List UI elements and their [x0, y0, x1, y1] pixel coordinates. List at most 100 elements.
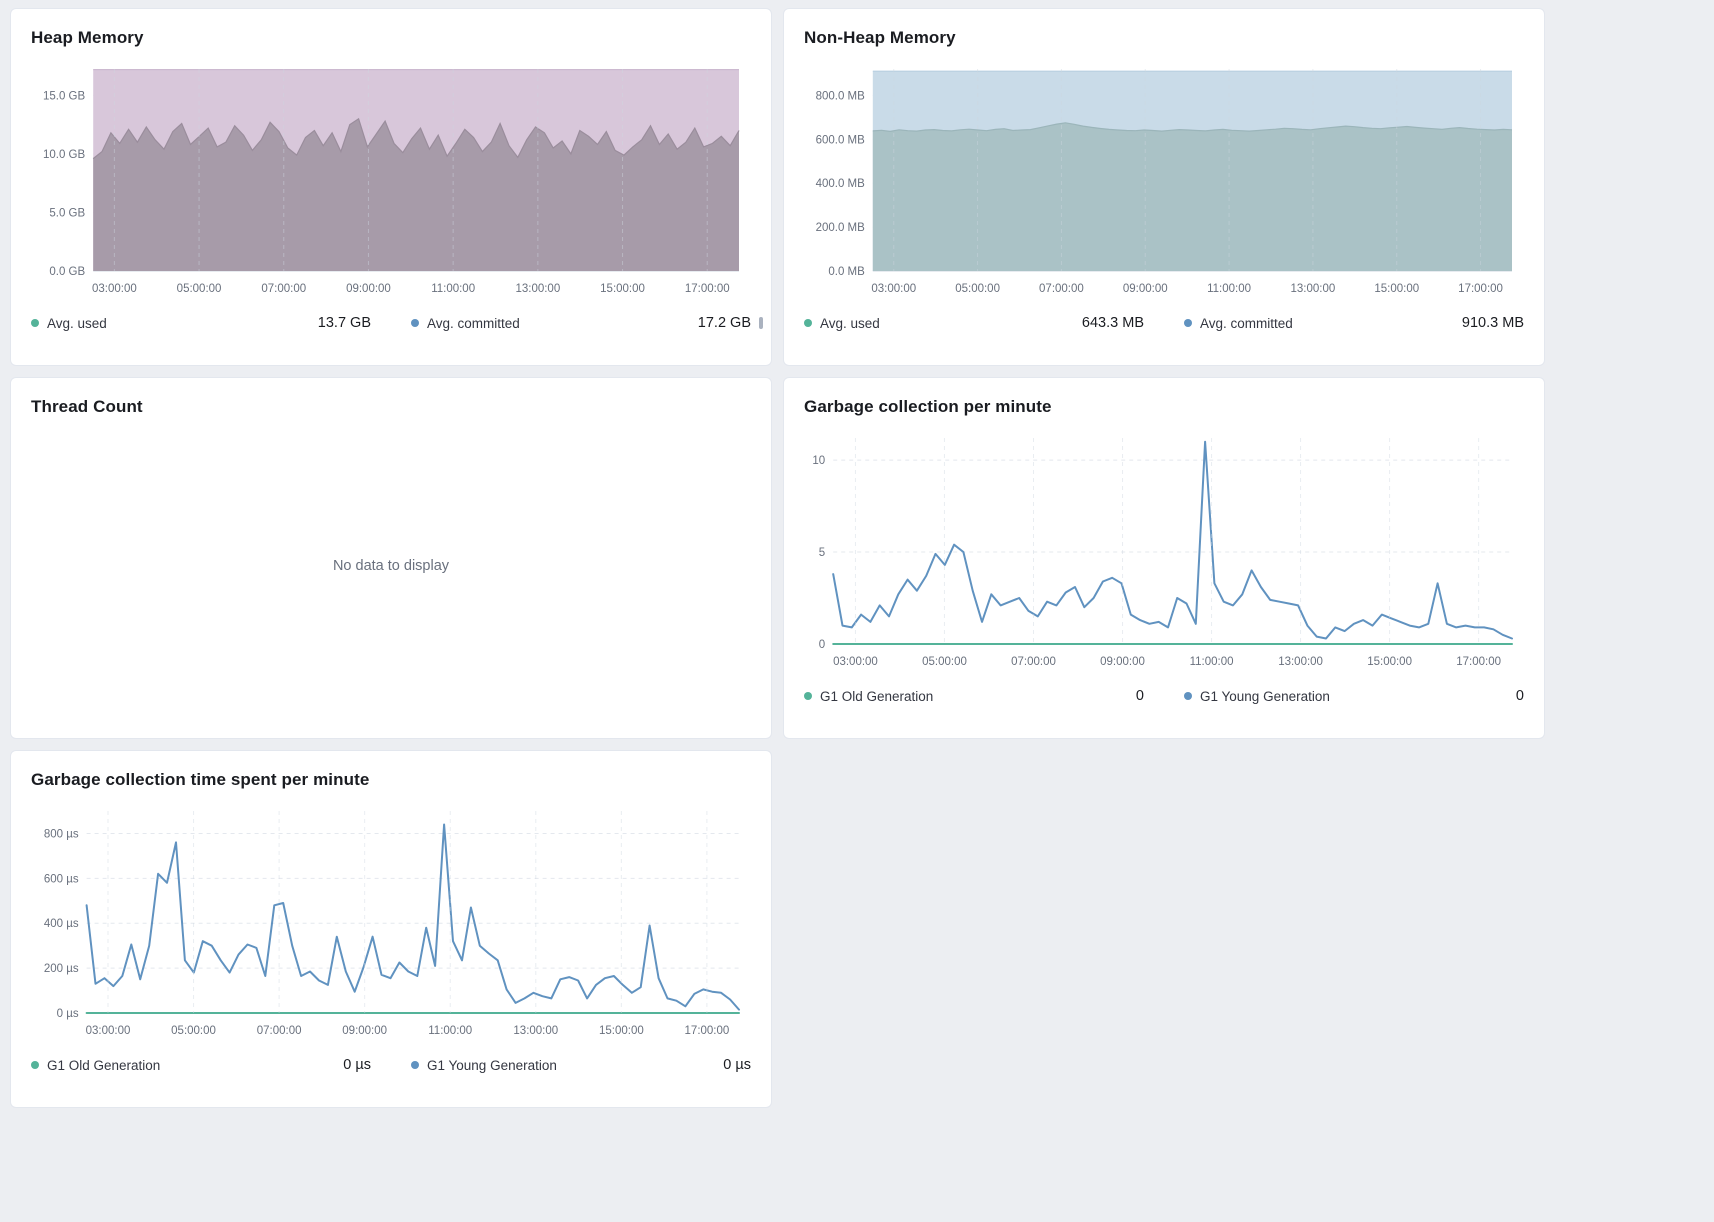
- svg-text:13:00:00: 13:00:00: [1291, 283, 1336, 295]
- svg-text:15:00:00: 15:00:00: [599, 1025, 644, 1037]
- panel-non-heap-memory: Non-Heap Memory 0.0 MB 200.0 MB 400.0 MB 60…: [783, 8, 1545, 366]
- legend-label: Avg. committed: [427, 315, 520, 331]
- svg-text:600 µs: 600 µs: [44, 873, 79, 885]
- legend-item-g1-young[interactable]: G1 Young Generation 0 µs: [411, 1057, 751, 1073]
- legend-value: 17.2 GB: [697, 315, 751, 331]
- legend-item-g1-old[interactable]: G1 Old Generation 0 µs: [31, 1057, 411, 1073]
- legend-value: 643.3 MB: [1081, 315, 1144, 331]
- legend-item-avg-committed[interactable]: Avg. committed 910.3 MB: [1184, 315, 1524, 331]
- svg-text:10: 10: [812, 455, 825, 467]
- svg-text:09:00:00: 09:00:00: [1123, 283, 1168, 295]
- legend-value: 0: [1515, 688, 1524, 704]
- svg-text:13:00:00: 13:00:00: [515, 283, 560, 295]
- svg-text:200 µs: 200 µs: [44, 963, 79, 975]
- svg-text:07:00:00: 07:00:00: [257, 1025, 302, 1037]
- non-heap-memory-chart[interactable]: 0.0 MB 200.0 MB 400.0 MB 600.0 MB 800.0 MB 03…: [804, 61, 1524, 301]
- panel-gc-per-minute: Garbage collection per minute 0 5 10 03:00:…: [783, 377, 1545, 739]
- svg-text:03:00:00: 03:00:00: [86, 1025, 131, 1037]
- thread-count-title: Thread Count: [31, 397, 143, 416]
- legend-value: 0 µs: [723, 1057, 751, 1073]
- heap-memory-legend: Avg. used 13.7 GB Avg. committed 17.2 GB: [31, 315, 763, 331]
- svg-text:200.0 MB: 200.0 MB: [816, 222, 866, 234]
- svg-text:13:00:00: 13:00:00: [513, 1025, 558, 1037]
- legend-value: 910.3 MB: [1461, 315, 1524, 331]
- legend-item-g1-young[interactable]: G1 Young Generation 0: [1184, 688, 1524, 704]
- svg-text:400.0 MB: 400.0 MB: [816, 178, 866, 190]
- heap-memory-title: Heap Memory: [31, 28, 144, 47]
- svg-text:800.0 MB: 800.0 MB: [816, 90, 866, 102]
- no-data-message: No data to display: [332, 558, 450, 574]
- svg-text:11:00:00: 11:00:00: [1207, 283, 1251, 295]
- svg-text:05:00:00: 05:00:00: [922, 656, 967, 668]
- gc-per-minute-chart[interactable]: 0 5 10 03:00:00 05:00:00 07:00:00 09:00:00 11:0…: [804, 430, 1524, 674]
- svg-text:05:00:00: 05:00:00: [177, 283, 222, 295]
- empty-chart-area: No data to display: [31, 430, 751, 702]
- g1-old-dot-icon: [31, 1061, 39, 1069]
- legend-label: Avg. committed: [1200, 315, 1293, 331]
- svg-text:0.0 GB: 0.0 GB: [49, 266, 85, 278]
- non-heap-memory-title: Non-Heap Memory: [804, 28, 956, 47]
- avg-committed-dot-icon: [411, 319, 419, 327]
- svg-text:600.0 MB: 600.0 MB: [816, 134, 866, 146]
- svg-text:800 µs: 800 µs: [44, 828, 79, 840]
- svg-text:17:00:00: 17:00:00: [1456, 656, 1501, 668]
- svg-text:05:00:00: 05:00:00: [171, 1025, 216, 1037]
- svg-text:15:00:00: 15:00:00: [1374, 283, 1419, 295]
- svg-text:15:00:00: 15:00:00: [1367, 656, 1412, 668]
- avg-committed-dot-icon: [1184, 319, 1192, 327]
- legend-label: G1 Young Generation: [1200, 688, 1330, 704]
- svg-text:17:00:00: 17:00:00: [685, 1025, 730, 1037]
- legend-label: G1 Young Generation: [427, 1057, 557, 1073]
- g1-old-dot-icon: [804, 692, 812, 700]
- legend-item-avg-used[interactable]: Avg. used 13.7 GB: [31, 315, 411, 331]
- dashboard-grid: Heap Memory 0.0 GB 5.0 GB 10.0 GB 15.0 GB 03…: [10, 8, 1545, 1108]
- svg-text:15.0 GB: 15.0 GB: [43, 90, 86, 102]
- gc-time-per-minute-legend: G1 Old Generation 0 µs G1 Young Generati…: [31, 1057, 751, 1073]
- gc-time-per-minute-chart[interactable]: 0 µs 200 µs 400 µs 600 µs 800 µs 03:00:00 05:0…: [31, 803, 751, 1043]
- svg-text:03:00:00: 03:00:00: [871, 283, 916, 295]
- svg-text:11:00:00: 11:00:00: [1190, 656, 1234, 668]
- legend-label: G1 Old Generation: [820, 688, 934, 704]
- svg-text:15:00:00: 15:00:00: [600, 283, 645, 295]
- svg-text:07:00:00: 07:00:00: [1039, 283, 1084, 295]
- heap-memory-chart[interactable]: 0.0 GB 5.0 GB 10.0 GB 15.0 GB 03:00:00 05:00:…: [31, 61, 751, 301]
- legend-value: 0: [1135, 688, 1144, 704]
- avg-used-dot-icon: [31, 319, 39, 327]
- svg-text:0.0 MB: 0.0 MB: [828, 266, 865, 278]
- panel-thread-count: Thread Count No data to display: [10, 377, 772, 739]
- svg-text:11:00:00: 11:00:00: [428, 1025, 472, 1037]
- legend-value: 13.7 GB: [317, 315, 371, 331]
- svg-text:17:00:00: 17:00:00: [685, 283, 730, 295]
- svg-text:09:00:00: 09:00:00: [1100, 656, 1145, 668]
- svg-text:07:00:00: 07:00:00: [1011, 656, 1056, 668]
- svg-text:09:00:00: 09:00:00: [342, 1025, 387, 1037]
- svg-text:5: 5: [819, 547, 825, 559]
- g1-young-dot-icon: [1184, 692, 1192, 700]
- svg-text:17:00:00: 17:00:00: [1458, 283, 1503, 295]
- panel-gc-time-per-minute: Garbage collection time spent per minute…: [10, 750, 772, 1108]
- legend-item-g1-old[interactable]: G1 Old Generation 0: [804, 688, 1184, 704]
- legend-label: G1 Old Generation: [47, 1057, 161, 1073]
- svg-text:03:00:00: 03:00:00: [92, 283, 137, 295]
- legend-item-avg-committed[interactable]: Avg. committed 17.2 GB: [411, 315, 751, 331]
- svg-text:5.0 GB: 5.0 GB: [49, 207, 85, 219]
- svg-text:05:00:00: 05:00:00: [955, 283, 1000, 295]
- non-heap-memory-legend: Avg. used 643.3 MB Avg. committed 910.3 …: [804, 315, 1524, 331]
- g1-young-dot-icon: [411, 1061, 419, 1069]
- svg-text:13:00:00: 13:00:00: [1278, 656, 1323, 668]
- svg-text:0: 0: [819, 639, 825, 651]
- svg-text:09:00:00: 09:00:00: [346, 283, 391, 295]
- svg-text:07:00:00: 07:00:00: [261, 283, 306, 295]
- legend-item-avg-used[interactable]: Avg. used 643.3 MB: [804, 315, 1184, 331]
- svg-text:400 µs: 400 µs: [44, 918, 79, 930]
- gc-time-per-minute-title: Garbage collection time spent per minute: [31, 770, 370, 789]
- legend-label: Avg. used: [47, 315, 107, 331]
- avg-used-dot-icon: [804, 319, 812, 327]
- svg-text:11:00:00: 11:00:00: [431, 283, 475, 295]
- svg-text:0 µs: 0 µs: [57, 1008, 79, 1020]
- legend-scrollbar[interactable]: [759, 317, 763, 329]
- panel-heap-memory: Heap Memory 0.0 GB 5.0 GB 10.0 GB 15.0 GB 03…: [10, 8, 772, 366]
- legend-value: 0 µs: [343, 1057, 371, 1073]
- gc-per-minute-title: Garbage collection per minute: [804, 397, 1052, 416]
- svg-text:03:00:00: 03:00:00: [833, 656, 878, 668]
